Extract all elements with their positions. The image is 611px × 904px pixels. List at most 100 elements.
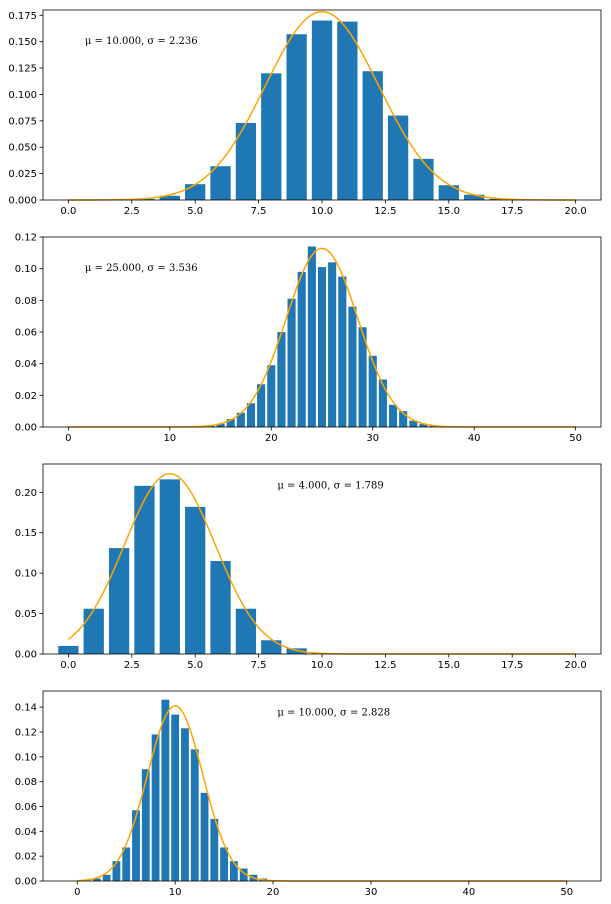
bar <box>229 861 238 881</box>
y-tick-label: 0.02 <box>15 852 37 863</box>
bar <box>311 20 333 200</box>
x-tick-label: 20.0 <box>565 660 587 671</box>
x-tick-label: 20 <box>267 887 280 898</box>
bar <box>261 640 282 654</box>
bar <box>190 749 199 881</box>
y-tick-label: 0.050 <box>8 143 37 154</box>
y-tick-label: 0.000 <box>8 196 37 207</box>
bar <box>159 195 180 200</box>
bar <box>267 365 276 427</box>
bar <box>368 355 377 427</box>
y-tick-label: 0.08 <box>15 777 37 788</box>
bar <box>220 847 229 881</box>
bar <box>102 874 111 881</box>
bar <box>307 246 316 427</box>
y-tick-label: 0.04 <box>15 827 37 838</box>
y-tick-label: 0.00 <box>15 650 37 661</box>
subplot-3: 0.0 2.5 5.0 7.5 10.0 12.5 15.0 17.5 20.0 0.00 0.05… <box>15 463 602 671</box>
bar <box>185 506 206 654</box>
normal-curve <box>68 10 576 201</box>
bar <box>277 332 286 427</box>
bar <box>287 298 296 427</box>
bar <box>161 699 170 881</box>
x-tick-label: 7.5 <box>251 206 267 217</box>
bar <box>489 198 510 200</box>
bar <box>216 423 225 427</box>
x-tick-label: 2.5 <box>124 206 140 217</box>
x-tick-label: 50 <box>569 433 582 444</box>
x-tick-label: 10.0 <box>311 660 333 671</box>
y-tick-label: 0.04 <box>15 359 37 370</box>
x-tick-label: 7.5 <box>251 660 267 671</box>
bar <box>328 262 337 427</box>
bar <box>134 485 155 654</box>
bar <box>112 861 121 881</box>
bar <box>159 479 180 654</box>
y-tick-label: 0.025 <box>8 169 37 180</box>
bar <box>297 271 306 427</box>
x-tick-label: 50 <box>560 887 573 898</box>
bar <box>286 34 307 201</box>
x-tick-label: 40 <box>462 887 475 898</box>
bar <box>239 868 248 881</box>
bar <box>464 194 485 200</box>
y-tick-label: 0.12 <box>15 233 37 244</box>
y-tick-label: 0.075 <box>8 116 37 127</box>
bar <box>338 276 347 427</box>
bar <box>362 71 383 200</box>
bar <box>413 158 434 200</box>
normal-curve <box>77 705 567 882</box>
y-tick-label: 0.125 <box>8 64 37 75</box>
y-tick-label: 0.02 <box>15 391 37 402</box>
x-tick-label: 5.0 <box>187 206 203 217</box>
x-tick-label: 0 <box>65 433 71 444</box>
bar <box>257 384 266 427</box>
bar <box>235 122 257 200</box>
x-tick-label: 20.0 <box>565 206 587 217</box>
bar <box>246 403 256 427</box>
y-tick-label: 0.20 <box>15 488 37 499</box>
x-tick-label: 17.5 <box>501 206 523 217</box>
bar <box>83 608 104 654</box>
bar <box>348 306 357 427</box>
bar <box>185 184 206 200</box>
bar <box>151 734 160 881</box>
bar <box>226 419 235 427</box>
x-tick-label: 0 <box>74 887 80 898</box>
x-tick-label: 15.0 <box>438 660 460 671</box>
x-tick-label: 20 <box>265 433 278 444</box>
bar <box>210 166 231 200</box>
y-tick-label: 0.100 <box>8 90 37 101</box>
bar <box>132 810 140 881</box>
x-tick-label: 17.5 <box>501 660 523 671</box>
subplot-4: 0 10 20 30 40 50 0.00 0.02 0.04 0.06 0.08 0.10 0.12 0… <box>15 690 602 898</box>
bar <box>337 21 358 200</box>
x-tick-label: 15.0 <box>438 206 460 217</box>
bar <box>409 420 418 427</box>
axes-frame <box>42 690 602 882</box>
bar <box>387 115 409 200</box>
y-tick-label: 0.00 <box>15 423 37 434</box>
bar <box>261 73 282 200</box>
x-tick-label: 2.5 <box>124 660 140 671</box>
y-tick-label: 0.150 <box>8 37 37 48</box>
bar <box>399 411 408 427</box>
y-tick-label: 0.05 <box>15 609 37 620</box>
x-tick-label: 10.0 <box>311 206 333 217</box>
parameter-annotation: μ = 10.000, σ = 2.828 <box>277 708 390 719</box>
bar <box>235 608 257 654</box>
bar <box>286 648 307 654</box>
bar <box>388 404 398 427</box>
subplot-2: 0 10 20 30 40 50 0.00 0.02 0.04 0.06 0.08 0.10 0.12 μ… <box>15 233 602 444</box>
bar <box>171 714 180 881</box>
x-tick-label: 40 <box>468 433 481 444</box>
x-tick-label: 0.0 <box>60 206 76 217</box>
y-tick-label: 0.10 <box>15 569 37 580</box>
x-tick-label: 12.5 <box>374 206 396 217</box>
bar <box>92 878 101 881</box>
bar <box>317 267 327 427</box>
bar <box>58 645 79 654</box>
y-tick-label: 0.15 <box>15 528 37 539</box>
bar <box>419 423 428 427</box>
